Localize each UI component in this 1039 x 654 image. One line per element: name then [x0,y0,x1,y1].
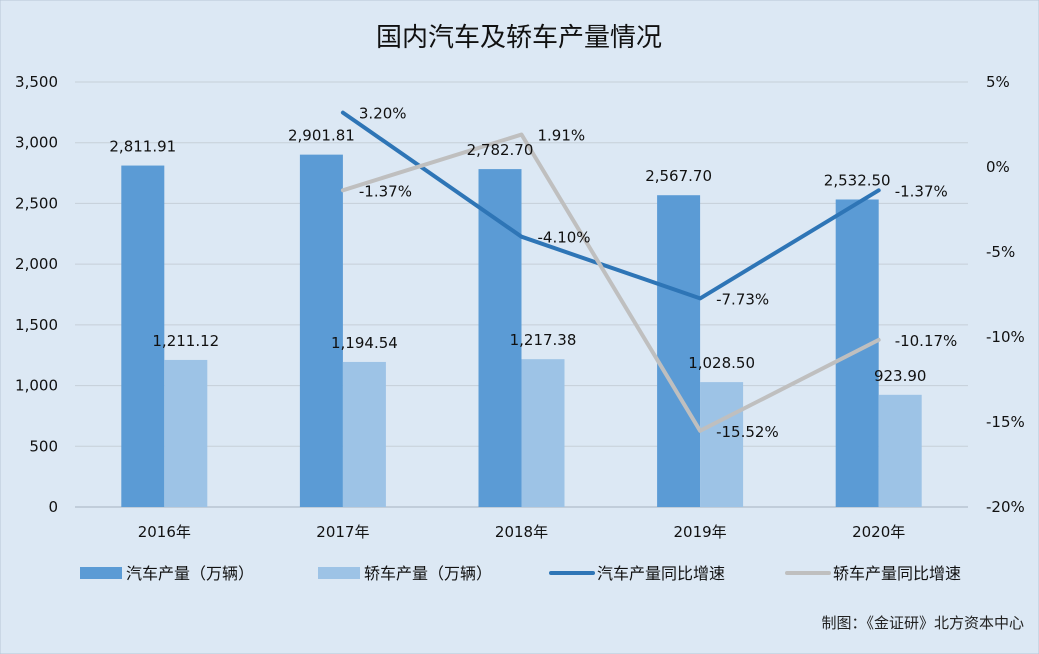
y-left-tick-label: 1,000 [15,377,58,395]
auto-production-bar [478,169,522,507]
sedan-production-bar [700,382,744,507]
sedan-growth-label: -15.52% [716,423,779,441]
y-right-tick-label: -10% [986,328,1025,346]
legend-label: 轿车产量同比增速 [833,564,961,583]
y-right-tick-label: -5% [986,243,1015,261]
sedan-production-label: 1,028.50 [688,354,755,372]
sedan-growth-line [340,132,881,433]
sedan-production-label: 1,194.54 [331,334,398,352]
sedan-growth-label: 1.91% [538,127,586,145]
auto-production-label: 2,567.70 [645,167,712,185]
x-tick-label: 2018年 [495,523,548,541]
y-left-tick-label: 1,500 [15,316,58,334]
y-right-tick-label: 5% [986,73,1010,91]
legend-label: 汽车产量（万辆） [126,564,254,583]
auto-growth-point [877,188,881,192]
bar-layer [121,154,922,508]
sedan-production-bar [342,361,386,507]
x-tick-label: 2016年 [138,523,191,541]
auto-growth-label: -4.10% [538,229,591,247]
auto-production-label: 2,811.91 [109,138,176,156]
auto-growth-label: -7.73% [716,290,769,308]
auto-growth-line [340,110,881,301]
chart-title: 国内汽车及轿车产量情况 [376,23,662,53]
sedan-growth-point [341,188,345,192]
auto-production-label: 2,901.81 [288,127,355,145]
sedan-production-bar [878,394,922,507]
legend-label: 汽车产量同比增速 [597,564,725,583]
legend: 汽车产量（万辆） 轿车产量（万辆） 汽车产量同比增速 轿车产量同比增速 [80,564,961,583]
y-left-tick-label: 2,500 [15,194,58,212]
auto-growth-label: 3.20% [359,105,407,123]
y-left-tick-label: 0 [48,498,58,516]
y-right-tick-label: -20% [986,498,1025,516]
sedan-production-label: 1,217.38 [510,331,577,349]
y-right-tick-label: -15% [986,413,1025,431]
auto-production-bar [657,195,701,507]
x-tick-label: 2019年 [674,523,727,541]
auto-production-label: 2,532.50 [824,171,891,189]
auto-production-bar [835,199,879,507]
legend-swatch [80,567,122,579]
legend-label: 轿车产量（万辆） [364,564,492,583]
legend-swatch [318,567,360,579]
auto-growth-point [520,235,523,239]
sedan-growth-label: -1.37% [359,182,412,200]
chart-credit: 制图：《金证研》北方资本中心 [821,614,1024,632]
sedan-production-label: 1,211.12 [152,332,219,350]
x-tick-label: 2020年 [852,523,905,541]
auto-production-label: 2,782.70 [467,141,534,159]
axis-layer: 0 500 1,000 1,500 2,000 2,500 3,000 3,500 -20% -1… [15,73,1025,541]
line-layer [340,110,881,433]
y-left-tick-label: 3,000 [15,134,58,152]
y-left-tick-label: 2,000 [15,255,58,273]
y-right-tick-label: 0% [986,158,1010,176]
auto-growth-point [698,296,702,300]
sedan-growth-point [698,429,702,433]
sedan-growth-label: -10.17% [895,332,958,350]
auto-production-bar [121,165,165,508]
sedan-production-bar [521,359,565,507]
auto-production-bar [299,154,343,507]
data-label-layer: 2,811.91 2,901.81 2,782.70 2,567.70 2,532.50… [109,105,957,441]
sedan-growth-point [877,338,881,342]
auto-growth-label: -1.37% [895,182,948,200]
y-left-tick-label: 3,500 [15,73,58,91]
sedan-production-label: 923.90 [874,367,927,385]
sedan-growth-point [520,133,523,137]
y-left-tick-label: 500 [29,437,58,455]
sedan-production-bar [164,359,208,507]
x-tick-label: 2017年 [316,523,369,541]
auto-growth-point [341,111,345,115]
